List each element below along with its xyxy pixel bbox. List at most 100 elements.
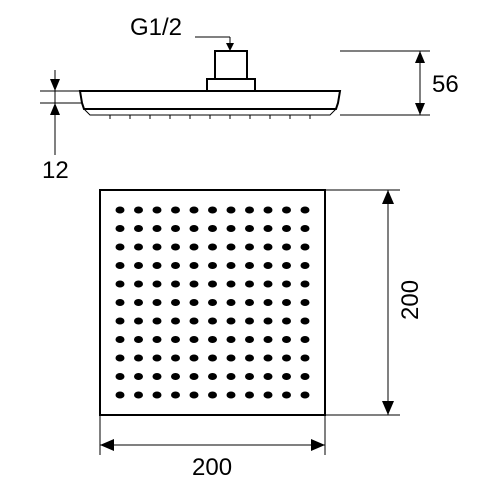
- nozzle-dot: [190, 299, 199, 306]
- nozzle-dot: [264, 262, 273, 269]
- nozzle-dot: [134, 392, 143, 399]
- nozzle-dot: [245, 392, 254, 399]
- nozzle-dot: [134, 336, 143, 343]
- dim-w-text: 200: [192, 454, 232, 481]
- nozzle-grid: [116, 207, 310, 399]
- nozzle-dot: [116, 373, 125, 380]
- nozzle-dot: [116, 262, 125, 269]
- nozzle-dot: [227, 281, 236, 288]
- nozzle-dot: [264, 207, 273, 214]
- head-side-body: [80, 91, 340, 109]
- nozzle-dot: [190, 244, 199, 251]
- nozzle-dot: [190, 318, 199, 325]
- nozzle-dot: [134, 355, 143, 362]
- nozzle-dot: [153, 244, 162, 251]
- nozzle-dot: [245, 262, 254, 269]
- nozzle-dot: [282, 262, 291, 269]
- nozzle-dot: [208, 244, 217, 251]
- nozzle-dot: [301, 373, 310, 380]
- nozzle-dot: [245, 244, 254, 251]
- nozzle-dot: [227, 207, 236, 214]
- nozzle-dot: [282, 355, 291, 362]
- dim-h-arrow-b: [382, 401, 394, 415]
- nozzle-dot: [227, 318, 236, 325]
- nozzle-dot: [153, 262, 162, 269]
- nozzle-dot: [264, 355, 273, 362]
- nozzle-dot: [171, 318, 180, 325]
- nozzle-dot: [190, 207, 199, 214]
- connector-flange: [207, 79, 255, 91]
- nozzle-dot: [153, 281, 162, 288]
- nozzle-dot: [153, 207, 162, 214]
- nozzle-dot: [264, 299, 273, 306]
- side-nozzle-ticks: [110, 115, 310, 119]
- nozzle-dot: [227, 244, 236, 251]
- nozzle-dot: [208, 336, 217, 343]
- nozzle-dot: [301, 392, 310, 399]
- dim-12-arrow-bot: [50, 103, 60, 115]
- nozzle-dot: [171, 355, 180, 362]
- nozzle-dot: [208, 262, 217, 269]
- nozzle-dot: [190, 373, 199, 380]
- nozzle-dot: [208, 392, 217, 399]
- nozzle-dot: [208, 318, 217, 325]
- nozzle-dot: [264, 336, 273, 343]
- nozzle-dot: [264, 392, 273, 399]
- nozzle-dot: [282, 244, 291, 251]
- dim-h-arrow-t: [382, 190, 394, 204]
- nozzle-dot: [282, 299, 291, 306]
- nozzle-dot: [208, 281, 217, 288]
- nozzle-dot: [190, 281, 199, 288]
- nozzle-dot: [116, 336, 125, 343]
- nozzle-dot: [301, 281, 310, 288]
- nozzle-dot: [116, 392, 125, 399]
- nozzle-dot: [171, 281, 180, 288]
- thread-label: G1/2: [130, 14, 182, 41]
- nozzle-dot: [282, 281, 291, 288]
- nozzle-dot: [116, 281, 125, 288]
- nozzle-dot: [227, 225, 236, 232]
- nozzle-dot: [116, 299, 125, 306]
- nozzle-dot: [134, 244, 143, 251]
- nozzle-dot: [171, 336, 180, 343]
- technical-drawing: G1/2 56 12 200 200: [0, 0, 500, 500]
- nozzle-dot: [301, 225, 310, 232]
- nozzle-dot: [208, 299, 217, 306]
- nozzle-dot: [264, 318, 273, 325]
- dim-12-arrow-top: [50, 79, 60, 91]
- nozzle-dot: [301, 355, 310, 362]
- nozzle-dot: [171, 262, 180, 269]
- nozzle-dot: [134, 225, 143, 232]
- dim-w-arrow-r: [311, 439, 325, 451]
- connector-stem: [215, 51, 247, 79]
- nozzle-dot: [153, 225, 162, 232]
- nozzle-dot: [227, 262, 236, 269]
- nozzle-dot: [245, 355, 254, 362]
- nozzle-dot: [301, 262, 310, 269]
- nozzle-dot: [134, 299, 143, 306]
- nozzle-dot: [171, 373, 180, 380]
- nozzle-dot: [245, 299, 254, 306]
- dim-h-text: 200: [397, 280, 424, 320]
- dim-w-arrow-l: [100, 439, 114, 451]
- nozzle-dot: [153, 336, 162, 343]
- nozzle-dot: [190, 392, 199, 399]
- nozzle-dot: [227, 336, 236, 343]
- nozzle-dot: [245, 373, 254, 380]
- thread-leader-arrow: [226, 43, 234, 51]
- dim-56-arrow-top: [415, 51, 425, 63]
- nozzle-dot: [208, 225, 217, 232]
- nozzle-dot: [134, 318, 143, 325]
- nozzle-dot: [227, 373, 236, 380]
- nozzle-dot: [171, 244, 180, 251]
- nozzle-dot: [264, 244, 273, 251]
- nozzle-dot: [171, 392, 180, 399]
- nozzle-dot: [190, 336, 199, 343]
- nozzle-dot: [227, 299, 236, 306]
- nozzle-dot: [190, 225, 199, 232]
- dim-56-arrow-bot: [415, 103, 425, 115]
- nozzle-dot: [264, 281, 273, 288]
- nozzle-dot: [245, 336, 254, 343]
- nozzle-dot: [190, 355, 199, 362]
- nozzle-dot: [227, 392, 236, 399]
